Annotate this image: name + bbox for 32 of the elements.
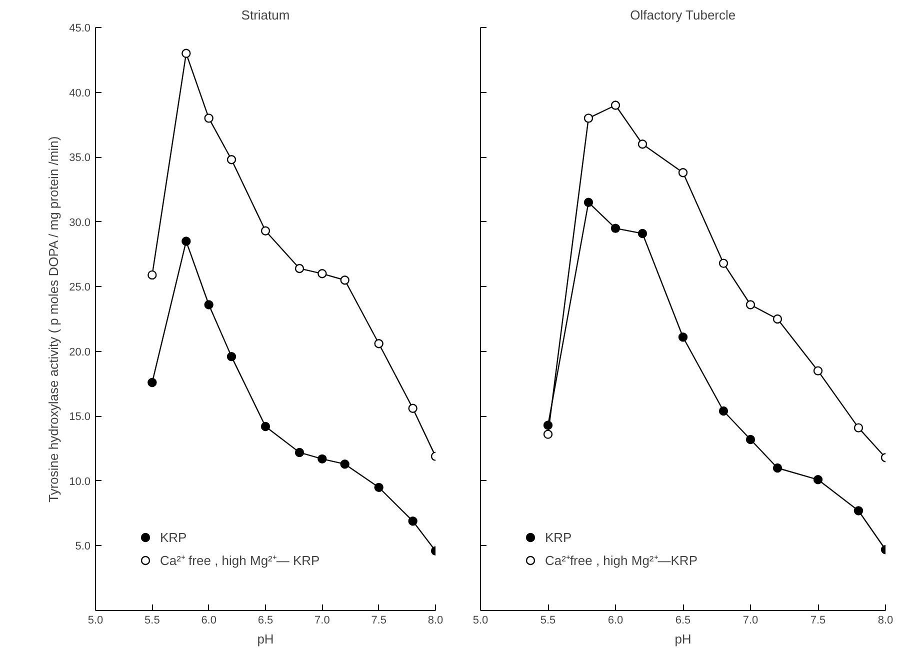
y-tick-label: 45.0 <box>69 22 91 34</box>
y-tick-label: 20.0 <box>69 346 91 358</box>
x-tick-label: 7.0 <box>314 614 330 626</box>
x-tick-label: 5.5 <box>144 614 160 626</box>
y-tick-label: 15.0 <box>69 411 91 424</box>
y-tick-label: 35.0 <box>69 152 91 164</box>
chart-title: Olfactory Tubercle <box>630 8 736 22</box>
y-tick-label: 10.0 <box>69 476 91 488</box>
x-tick-label: 6.0 <box>608 614 624 626</box>
x-tick-label: 5.5 <box>540 614 556 626</box>
y-tick-label: 25.0 <box>69 282 91 294</box>
x-tick-label: 7.5 <box>810 614 826 626</box>
y-tick-label: 5.0 <box>75 540 91 553</box>
legend-label: Ca²⁺free , high Mg²⁺—KRP <box>545 552 698 569</box>
chart-title: Striatum <box>241 8 290 22</box>
x-axis-title: pH <box>674 632 692 646</box>
y-axis-title: Tyrosine hydroxylase activity ( p moles DOPA / mg protein /min) <box>46 136 62 502</box>
x-tick-label: 6.5 <box>675 614 691 626</box>
y-tick-label: 30.0 <box>69 216 91 229</box>
x-tick-label: 6.5 <box>258 614 274 626</box>
x-tick-label: 8.0 <box>428 614 444 626</box>
x-tick-label: 5.0 <box>88 614 104 626</box>
x-tick-label: 7.5 <box>371 614 386 626</box>
x-tick-label: 7.0 <box>742 614 758 626</box>
x-axis-title: pH <box>257 632 274 646</box>
legend-label: KRP <box>545 530 572 544</box>
x-tick-label: 8.0 <box>878 614 894 626</box>
legend-label: Ca²⁺ free , high Mg²⁺— KRP <box>160 552 320 569</box>
x-tick-label: 6.0 <box>201 614 216 626</box>
legend-label: KRP <box>160 530 187 544</box>
x-tick-label: 5.0 <box>472 614 488 626</box>
y-tick-label: 40.0 <box>69 87 91 100</box>
